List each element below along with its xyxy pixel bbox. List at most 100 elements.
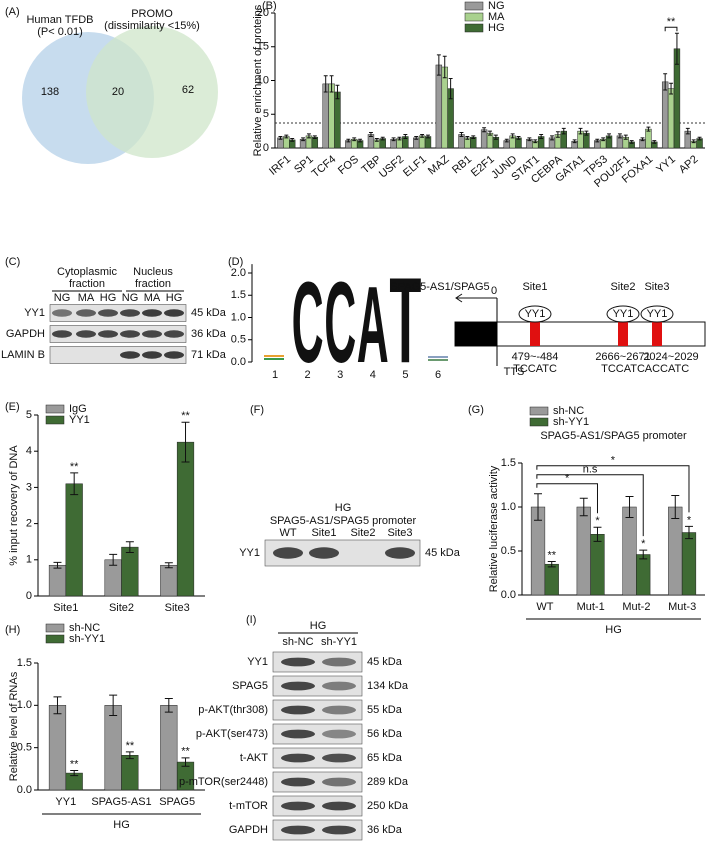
blot-row-label: YY1: [24, 307, 45, 319]
binding-site: [652, 322, 662, 346]
legend-label: sh-YY1: [553, 416, 589, 428]
error-bar: [125, 751, 134, 760]
blot-size-label: 45 kDa: [367, 656, 403, 668]
error-bar: [284, 134, 289, 139]
error-bar: [70, 472, 79, 496]
x-tick-label: Mut-1: [577, 601, 605, 613]
factor-oval: [518, 305, 552, 323]
blot-band: [322, 729, 356, 739]
y-tick-label: 4: [26, 445, 32, 457]
x-tick-label: WT: [536, 601, 553, 613]
y-tick-label: 3: [26, 481, 32, 493]
bar: [176, 441, 195, 597]
error-bar: [352, 137, 357, 142]
y-tick-label: 0.0: [501, 589, 516, 601]
bracket-label: *: [565, 473, 570, 485]
y-tick-label: 0.0: [17, 784, 32, 796]
legend-label: sh-NC: [553, 405, 584, 417]
bar: [590, 534, 605, 596]
x-tick-label: Site3: [165, 602, 190, 614]
lane-label: sh-NC: [282, 636, 313, 648]
blot-size-label: 289 kDa: [367, 776, 409, 788]
blot-band: [273, 547, 303, 559]
promoter-origin: 0: [491, 285, 497, 297]
panel-label: (B): [262, 0, 277, 12]
blot-band: [120, 330, 140, 338]
blot-size-label: 71 kDa: [191, 349, 227, 361]
bar: [65, 483, 83, 597]
blot-size-label: 36 kDa: [367, 824, 403, 836]
promoter-title: SPAG5-AS1/SPAG5: [390, 281, 489, 293]
blot-size-label: 45 kDa: [191, 307, 227, 319]
legend-swatch: [45, 623, 65, 633]
error-bar: [593, 526, 602, 542]
panel-label: (G): [468, 404, 484, 416]
venn-set-name: Human TFDB: [26, 14, 93, 26]
venn-set-name: (dissimilarity <15%): [104, 20, 200, 32]
bar: [622, 506, 637, 596]
error-bar: [555, 131, 560, 138]
error-bar: [448, 77, 453, 100]
bar: [667, 88, 675, 149]
error-bar: [436, 54, 441, 76]
motif-letter: A: [357, 265, 389, 386]
x-tick-label: USF2: [377, 153, 406, 180]
error-bar: [459, 131, 464, 138]
blot-row-label: YY1: [239, 547, 260, 559]
error-bar: [125, 541, 134, 554]
y-axis-label: Relative enrichment of proteins: [252, 4, 264, 156]
legend-label: HG: [488, 22, 505, 34]
significance-label: **: [547, 549, 556, 561]
y-axis-label: Relative level of RNAs: [8, 671, 20, 781]
y-tick-label: 1.0: [231, 311, 246, 323]
lane-label: HG: [166, 292, 183, 304]
lane-label: WT: [279, 527, 296, 539]
error-bar: [335, 84, 340, 100]
blot-strip: [272, 819, 363, 841]
group-label: fraction: [135, 278, 171, 290]
blot-row-label: GAPDH: [6, 328, 45, 340]
blot-strip: [272, 699, 363, 721]
blot-row-label: p-AKT(ser473): [196, 728, 268, 740]
error-bar: [539, 134, 544, 140]
x-tick-label: AP2: [677, 153, 701, 176]
legend-swatch: [464, 1, 484, 11]
lane-label: MA: [144, 292, 161, 304]
lane-label: NG: [54, 292, 71, 304]
blot-strip: [272, 771, 363, 793]
y-tick-label: 20: [257, 7, 269, 19]
panel-label: (A): [5, 6, 20, 18]
blot-band: [309, 547, 339, 559]
error-bar: [181, 757, 190, 767]
blot-band: [281, 801, 315, 811]
error-bar: [639, 549, 648, 560]
error-bar: [671, 495, 680, 519]
legend-swatch: [464, 23, 484, 33]
y-tick-label: 10: [257, 74, 269, 86]
legend-swatch: [45, 415, 65, 425]
blot-size-label: 55 kDa: [367, 704, 403, 716]
lane-label: HG: [100, 292, 117, 304]
arrow: [455, 293, 497, 303]
error-bar: [579, 497, 588, 517]
site-range: 2666~2671: [595, 351, 650, 363]
x-tick-label: SPAG5: [159, 796, 195, 808]
group-label: HG: [605, 624, 622, 636]
blot-band: [322, 657, 356, 667]
y-tick-label: 1.0: [17, 699, 32, 711]
blot-row-label: SPAG5: [232, 680, 268, 692]
error-bar: [329, 75, 334, 93]
noise: [264, 355, 284, 357]
legend-swatch: [45, 634, 65, 644]
y-tick-label: 0.5: [231, 334, 246, 346]
bar: [636, 554, 651, 596]
legend-swatch: [464, 12, 484, 22]
blot-size-label: 65 kDa: [367, 752, 403, 764]
error-bar: [323, 75, 328, 93]
blot-strip: [272, 747, 363, 769]
error-bar: [550, 135, 554, 141]
group-label: Cytoplasmic: [57, 266, 117, 278]
x-tick-label: IRF1: [267, 153, 293, 178]
error-bar: [510, 133, 515, 139]
y-tick-label: 0: [263, 142, 269, 154]
